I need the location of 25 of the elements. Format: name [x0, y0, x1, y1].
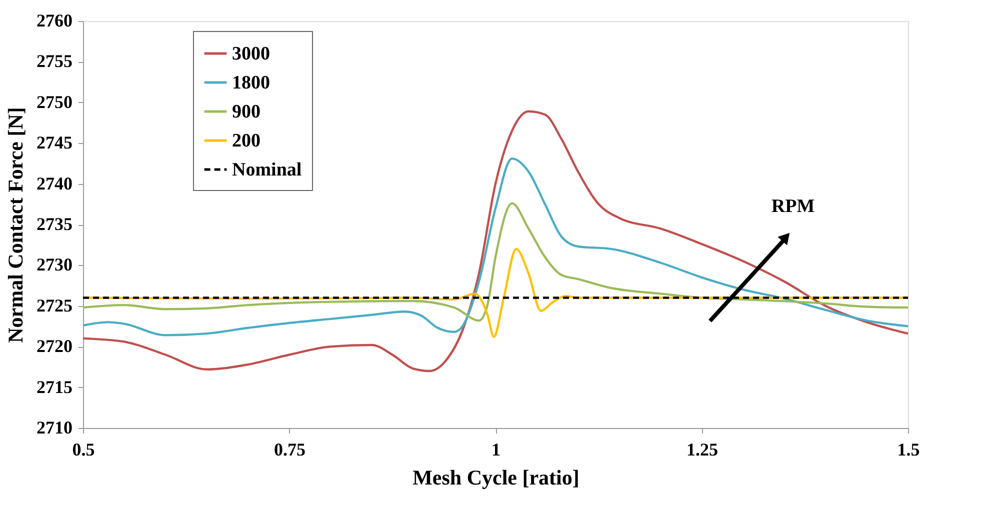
legend-label: 3000	[232, 44, 270, 64]
x-tick-label: 1.25	[686, 440, 718, 460]
y-tick-label: 2740	[36, 173, 72, 194]
annotation: RPM	[771, 196, 815, 217]
x-tick-label: 1	[492, 440, 500, 460]
y-tick-label: 2725	[36, 295, 72, 316]
legend-label: Nominal	[232, 160, 302, 180]
legend-label: 1800	[232, 72, 270, 94]
y-tick-label: 2710	[36, 418, 72, 438]
y-tick-label: 2745	[36, 132, 72, 153]
x-tick-label: 1.5	[897, 440, 920, 460]
y-tick-label: 2715	[36, 376, 72, 397]
x-tick-label: 0.75	[274, 440, 306, 460]
legend-label: 900	[232, 102, 260, 122]
y-tick-label: 2735	[36, 214, 72, 234]
y-axis-title: Normal Contact Force [N]	[4, 107, 28, 343]
y-tick-label: 2760	[36, 10, 72, 30]
y-tick-label: 2720	[36, 336, 72, 356]
x-axis-title: Mesh Cycle [ratio]	[412, 466, 580, 490]
y-tick-label: 2750	[36, 92, 72, 112]
y-tick-label: 2755	[36, 51, 72, 72]
line-series	[82, 157, 910, 336]
x-tick-label: 0.5	[72, 440, 95, 460]
y-tick-label: 2730	[36, 254, 72, 275]
legend-label: 200	[232, 130, 260, 152]
